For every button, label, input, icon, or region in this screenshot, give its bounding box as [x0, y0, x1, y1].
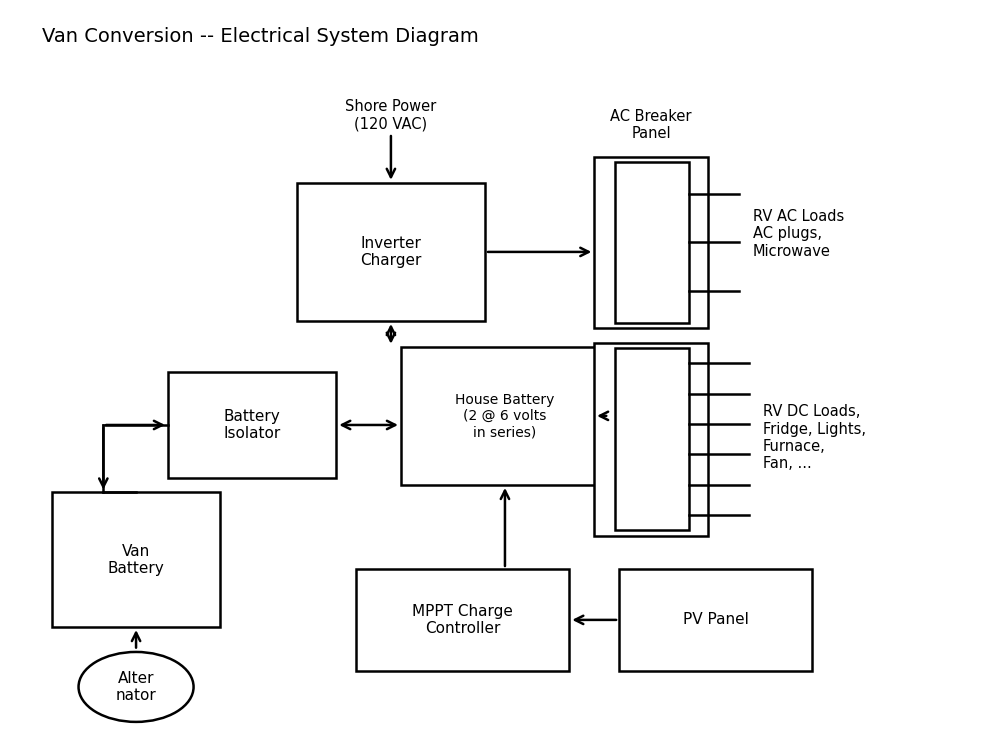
Text: House Battery
(2 @ 6 volts
in series): House Battery (2 @ 6 volts in series): [455, 393, 555, 439]
Text: AC Breaker
Panel: AC Breaker Panel: [610, 109, 692, 142]
Bar: [356, 569, 569, 671]
Bar: [168, 372, 336, 478]
Text: Inverter
Charger: Inverter Charger: [360, 236, 422, 268]
Text: PV Panel: PV Panel: [683, 612, 749, 627]
Ellipse shape: [79, 652, 194, 722]
Bar: [297, 183, 485, 321]
Bar: [594, 343, 708, 536]
Bar: [52, 492, 220, 627]
Bar: [594, 157, 708, 329]
Bar: [619, 569, 812, 671]
Text: RV DC Loads,
Fridge, Lights,
Furnace,
Fan, ...: RV DC Loads, Fridge, Lights, Furnace, Fa…: [763, 404, 866, 472]
Text: Alter
nator: Alter nator: [116, 671, 156, 703]
Text: Shore Power
(120 VAC): Shore Power (120 VAC): [345, 99, 437, 132]
Text: RV AC Loads
AC plugs,
Microwave: RV AC Loads AC plugs, Microwave: [753, 209, 844, 259]
Text: Battery
Isolator: Battery Isolator: [223, 409, 281, 441]
Bar: [615, 161, 689, 324]
Text: MPPT Charge
Controller: MPPT Charge Controller: [412, 604, 513, 636]
Text: Van Conversion -- Electrical System Diagram: Van Conversion -- Electrical System Diag…: [42, 27, 479, 46]
Text: Van
Battery: Van Battery: [108, 544, 164, 576]
Bar: [401, 346, 609, 485]
Bar: [615, 348, 689, 530]
Text: DC Fuse
Panel: DC Fuse Panel: [621, 295, 681, 327]
